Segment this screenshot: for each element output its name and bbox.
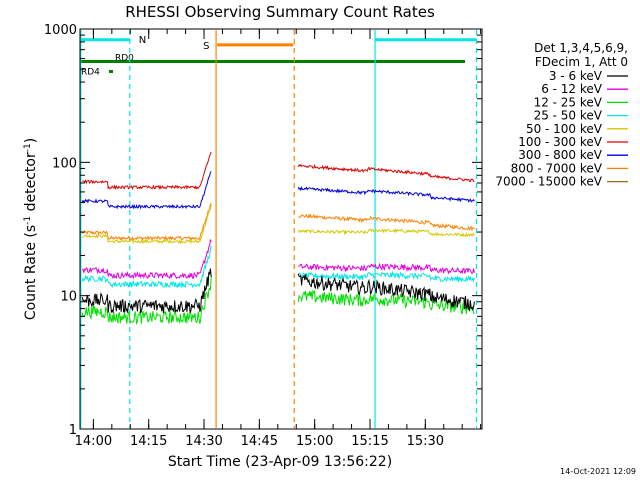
- rd4-label: RD4: [81, 68, 100, 78]
- legend-label: 7000 - 15000 keV: [495, 175, 602, 189]
- legend-label: 12 - 25 keV: [534, 95, 603, 109]
- chart-title: RHESSI Observing Summary Count Rates: [125, 3, 435, 21]
- series-line: [81, 276, 212, 326]
- series-line: [81, 202, 212, 242]
- overlay-bars: N S RD0 RD4: [80, 35, 477, 78]
- legend-header-line: FDecim 1, Att 0: [535, 55, 628, 69]
- x-tick-label: 14:45: [241, 434, 278, 449]
- y-axis-label-part: Count Rate (s: [23, 225, 39, 320]
- saa-label: S: [203, 41, 209, 52]
- legend-label: 50 - 100 keV: [526, 122, 603, 136]
- x-tick-label: 14:15: [130, 434, 167, 449]
- series-line: [297, 163, 475, 183]
- legend-label: 3 - 6 keV: [549, 69, 603, 83]
- y-tick-label: 1: [69, 423, 77, 438]
- series-line: [297, 186, 475, 203]
- series-line: [298, 213, 475, 232]
- series-line: [81, 245, 212, 289]
- legend-label: 6 - 12 keV: [541, 82, 603, 96]
- series-line: [297, 228, 475, 238]
- y-axis-label-part: ): [23, 138, 39, 143]
- footer-timestamp: 14-Oct-2021 12:09: [560, 467, 636, 476]
- x-axis-ticks: 14:00 14:15 14:30 14:45 15:00 15:15 15:30: [75, 29, 482, 449]
- series-line: [81, 204, 212, 245]
- y-axis-label-exponent: -1: [23, 143, 33, 152]
- legend-label: 100 - 300 keV: [518, 135, 602, 149]
- legend-label: 800 - 7000 keV: [511, 161, 603, 175]
- night-label: N: [139, 35, 146, 46]
- y-tick-label: 1000: [44, 23, 77, 38]
- x-axis-label: Start Time (23-Apr-09 13:56:22): [168, 454, 392, 470]
- x-tick-label: 15:30: [407, 434, 444, 449]
- event-lines: [80, 30, 478, 428]
- series-line: [81, 239, 212, 280]
- y-tick-label: 10: [60, 290, 77, 305]
- series-lines: [81, 151, 475, 326]
- y-axis-label: Count Rate (s-1 detector-1): [23, 138, 39, 320]
- y-axis-label-part: detector: [23, 152, 39, 216]
- legend-label: 300 - 800 keV: [518, 148, 602, 162]
- x-tick-label: 14:00: [75, 434, 112, 449]
- series-line: [81, 268, 212, 314]
- series-line: [297, 273, 475, 312]
- series-line: [81, 171, 212, 210]
- legend: Det 1,3,4,5,6,9, FDecim 1, Att 0 3 - 6 k…: [495, 41, 628, 189]
- x-tick-label: 15:00: [296, 434, 333, 449]
- y-tick-label: 100: [52, 156, 77, 171]
- rd0-label: RD0: [115, 54, 134, 64]
- legend-label: 25 - 50 keV: [534, 109, 603, 123]
- plot-frame: [79, 28, 483, 430]
- series-line: [297, 289, 475, 315]
- series-line: [298, 262, 475, 275]
- y-axis-ticks: 1 10 100 1000: [44, 23, 482, 438]
- series-line: [82, 151, 212, 191]
- x-tick-label: 15:15: [351, 434, 388, 449]
- series-line: [297, 270, 475, 283]
- y-axis-label-exponent: -1: [23, 216, 33, 225]
- legend-header-line: Det 1,3,4,5,6,9,: [534, 41, 628, 55]
- x-tick-label: 14:30: [185, 434, 222, 449]
